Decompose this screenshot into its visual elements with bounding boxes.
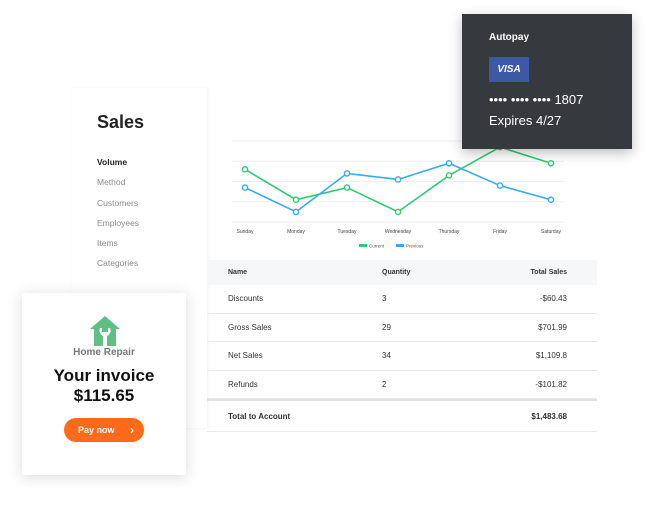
row-quantity: 29 (382, 322, 391, 332)
x-tick-label: Friday (493, 229, 507, 235)
data-point (241, 184, 249, 191)
legend-swatch (396, 244, 404, 247)
data-point (343, 170, 351, 177)
data-point (394, 208, 402, 216)
chevron-right-icon: › (130, 423, 134, 437)
card-number: •••• •••• •••• 1807 (489, 92, 584, 107)
table-row: Refunds 2 -$101.82 (207, 371, 597, 399)
x-tick-label: Thursday (439, 229, 460, 235)
nav-item-volume[interactable]: Volume (97, 157, 128, 167)
row-total: $701.99 (538, 322, 567, 332)
card-expiry: Expires 4/27 (489, 113, 562, 128)
x-tick-label: Sunday (237, 229, 254, 235)
total-value: $1,483.68 (531, 411, 567, 421)
row-name: Discounts (228, 294, 264, 304)
data-point (547, 196, 555, 204)
series-line-previous (244, 162, 552, 213)
row-quantity: 34 (382, 351, 391, 361)
house-wrench-icon (90, 316, 120, 346)
data-point (292, 196, 300, 204)
row-total: -$60.43 (539, 294, 567, 304)
data-point (445, 159, 453, 167)
table-header: Name Quantity Total Sales (207, 260, 597, 285)
data-point (445, 172, 453, 179)
data-point (394, 176, 402, 183)
row-total: $1,109.8 (535, 351, 567, 361)
sales-table: Name Quantity Total Sales Discounts 3 -$60… (207, 260, 597, 432)
pay-now-label: Pay now (78, 425, 115, 435)
table-row: Gross Sales 29 $701.99 (207, 314, 597, 342)
x-tick-label: Monday (287, 229, 305, 235)
invoice-card: Home Repair Your invoice $115.65 Pay now… (22, 293, 186, 475)
data-point (292, 208, 300, 216)
visa-logo-icon: VISA (489, 57, 529, 82)
x-tick-label: Tuesday (338, 229, 357, 235)
data-point (496, 182, 504, 189)
legend-label: Previous (406, 244, 424, 249)
total-label: Total to Account (228, 411, 291, 421)
data-point (241, 166, 249, 173)
legend-swatch (359, 244, 367, 247)
row-name: Refunds (228, 379, 258, 389)
header-name: Name (228, 269, 248, 276)
row-quantity: 3 (382, 294, 387, 304)
row-quantity: 2 (382, 379, 387, 389)
row-name: Gross Sales (228, 322, 272, 332)
legend-label: Current (369, 244, 385, 249)
nav-item-categories[interactable]: Categories (97, 258, 139, 269)
nav-item-method[interactable]: Method (97, 177, 126, 188)
merchant-name: Home Repair (73, 347, 135, 358)
table-row: Net Sales 34 $1,109.8 (207, 342, 597, 371)
sales-nav: Volume Method Customers Employees Items … (97, 157, 139, 279)
nav-item-items[interactable]: Items (97, 238, 118, 249)
data-point (547, 159, 555, 167)
table-row: Discounts 3 -$60.43 (207, 285, 597, 314)
x-tick-label: Wednesday (385, 229, 412, 235)
data-point (343, 184, 351, 191)
autopay-card: Autopay VISA •••• •••• •••• 1807 Expires… (462, 14, 632, 149)
row-name: Net Sales (228, 351, 263, 361)
row-total: -$101.82 (535, 379, 567, 389)
nav-item-customers[interactable]: Customers (97, 197, 139, 208)
autopay-title: Autopay (489, 32, 529, 43)
invoice-amount: $115.65 (73, 386, 135, 405)
header-total: Total Sales (530, 269, 567, 276)
header-quantity: Quantity (382, 269, 411, 276)
nav-item-employees[interactable]: Employees (97, 217, 140, 228)
page-title: Sales (97, 112, 145, 132)
pay-now-button[interactable]: Pay now › (64, 418, 144, 442)
invoice-title: Your invoice (53, 366, 155, 385)
total-row: Total to Account $1,483.68 (207, 399, 597, 432)
x-tick-label: Saturday (541, 229, 562, 235)
